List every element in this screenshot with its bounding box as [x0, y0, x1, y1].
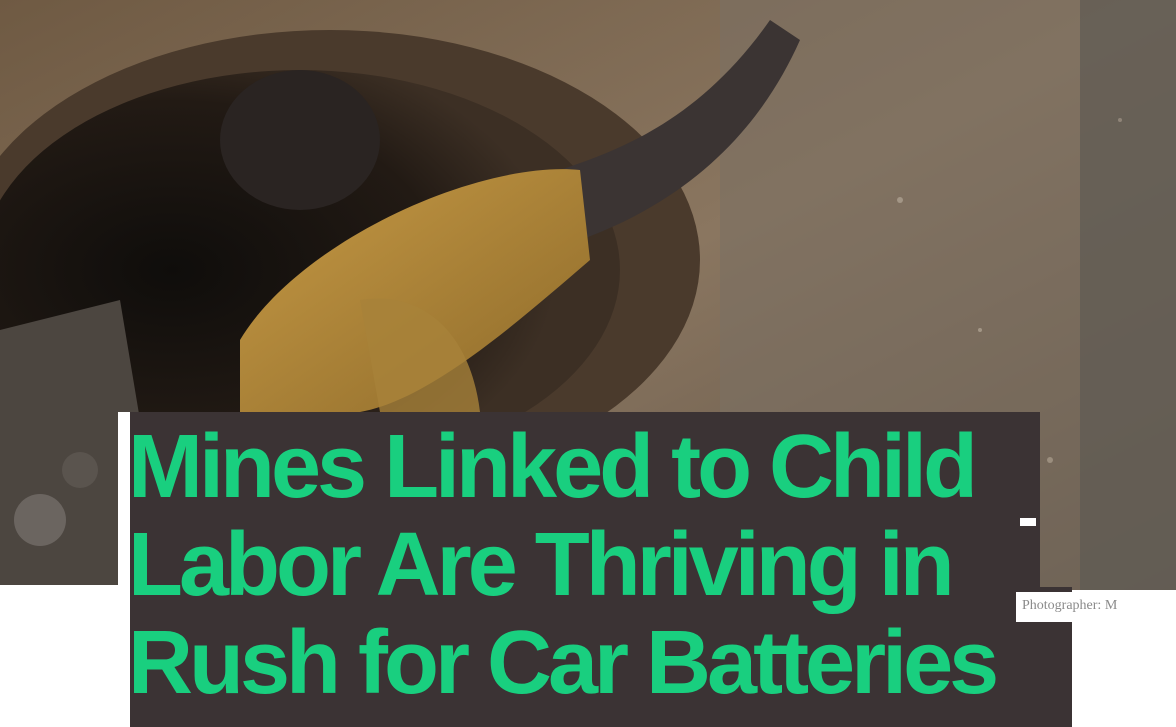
mine-photo-illustration	[0, 0, 1176, 590]
article-headline[interactable]: Mines Linked to Child Labor Are Thriving…	[128, 417, 999, 713]
headline-left-edge	[118, 412, 130, 727]
headline-background	[118, 412, 1040, 727]
hero-photo	[0, 0, 1176, 590]
photo-credit: Photographer: M	[1016, 592, 1176, 622]
decorative-mark	[1020, 518, 1036, 526]
photo-credit-text: Photographer: M	[1022, 598, 1118, 613]
page-margin	[0, 585, 130, 727]
